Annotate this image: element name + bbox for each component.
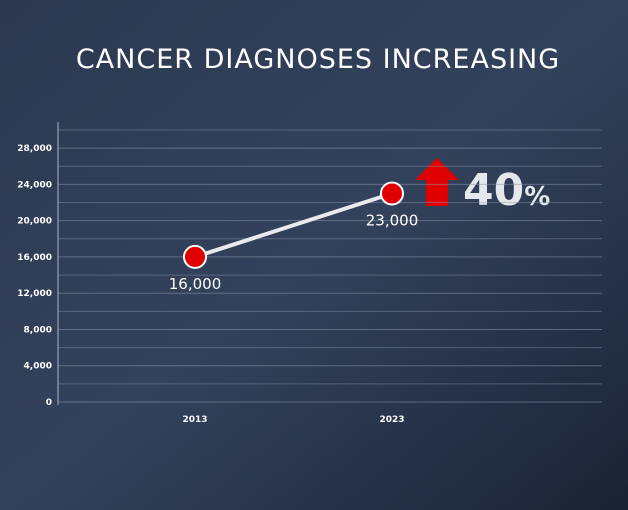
y-tick-label: 8,000: [24, 325, 52, 335]
annotation-unit: %: [524, 182, 550, 212]
chart-title: CANCER DIAGNOSES INCREASING: [76, 44, 560, 75]
y-tick-label: 24,000: [17, 180, 52, 190]
line: [194, 191, 393, 259]
annotation-number: 40: [463, 165, 524, 216]
point: [380, 181, 404, 206]
value-label: 23,000: [366, 211, 419, 229]
y-tick-label: 0: [46, 398, 52, 408]
y-tick-label: 12,000: [17, 289, 52, 299]
y-tick-label: 16,000: [17, 253, 52, 263]
x-tick-label: 2023: [379, 415, 404, 425]
y-tick-label: 4,000: [24, 362, 52, 372]
x-tick-label: 2013: [182, 415, 207, 425]
y-tick-label: 28,000: [17, 144, 52, 154]
y-tick-label: 20,000: [17, 217, 52, 227]
point: [183, 244, 207, 269]
annotation: 40%: [463, 165, 550, 216]
value-label: 16,000: [169, 275, 222, 293]
arrow-icon: [415, 158, 459, 206]
